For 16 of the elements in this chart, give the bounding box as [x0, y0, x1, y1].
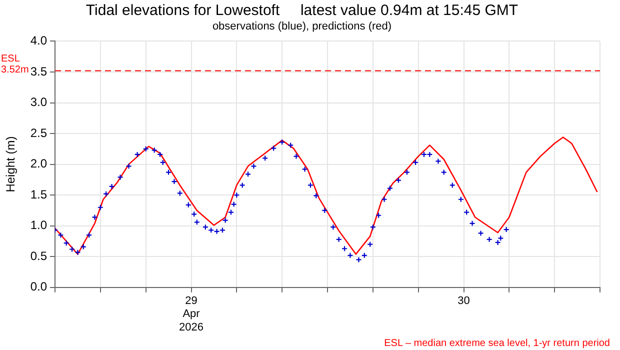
x-tick-label: 29 Apr 2026: [179, 295, 204, 334]
y-tick-label: 1.0: [30, 218, 48, 232]
chart-subtitle: observations (blue), predictions (red): [212, 20, 392, 33]
y-axis-title: Height (m): [4, 136, 18, 192]
y-tick-label: 0.0: [30, 280, 48, 294]
y-tick-label: 3.5: [30, 64, 48, 78]
y-tick-label: 4.0: [30, 34, 48, 48]
y-tick-label: 2.5: [30, 126, 48, 140]
text: ESL – median extreme sea level, 1-yr return period: [384, 338, 610, 349]
y-tick-label: 2.0: [30, 156, 48, 171]
y-tick-label: 3.0: [30, 95, 48, 110]
x-tick-label: 30: [458, 295, 470, 308]
chart-title: Tidal elevations for Lowestoft latest value 0.94m at 15:45 GMT: [86, 2, 518, 20]
y-tick-label: 1.5: [30, 187, 48, 202]
y-tick-label: 0.5: [30, 248, 48, 263]
ref-line-label: ESL 3.52m: [1, 53, 29, 76]
